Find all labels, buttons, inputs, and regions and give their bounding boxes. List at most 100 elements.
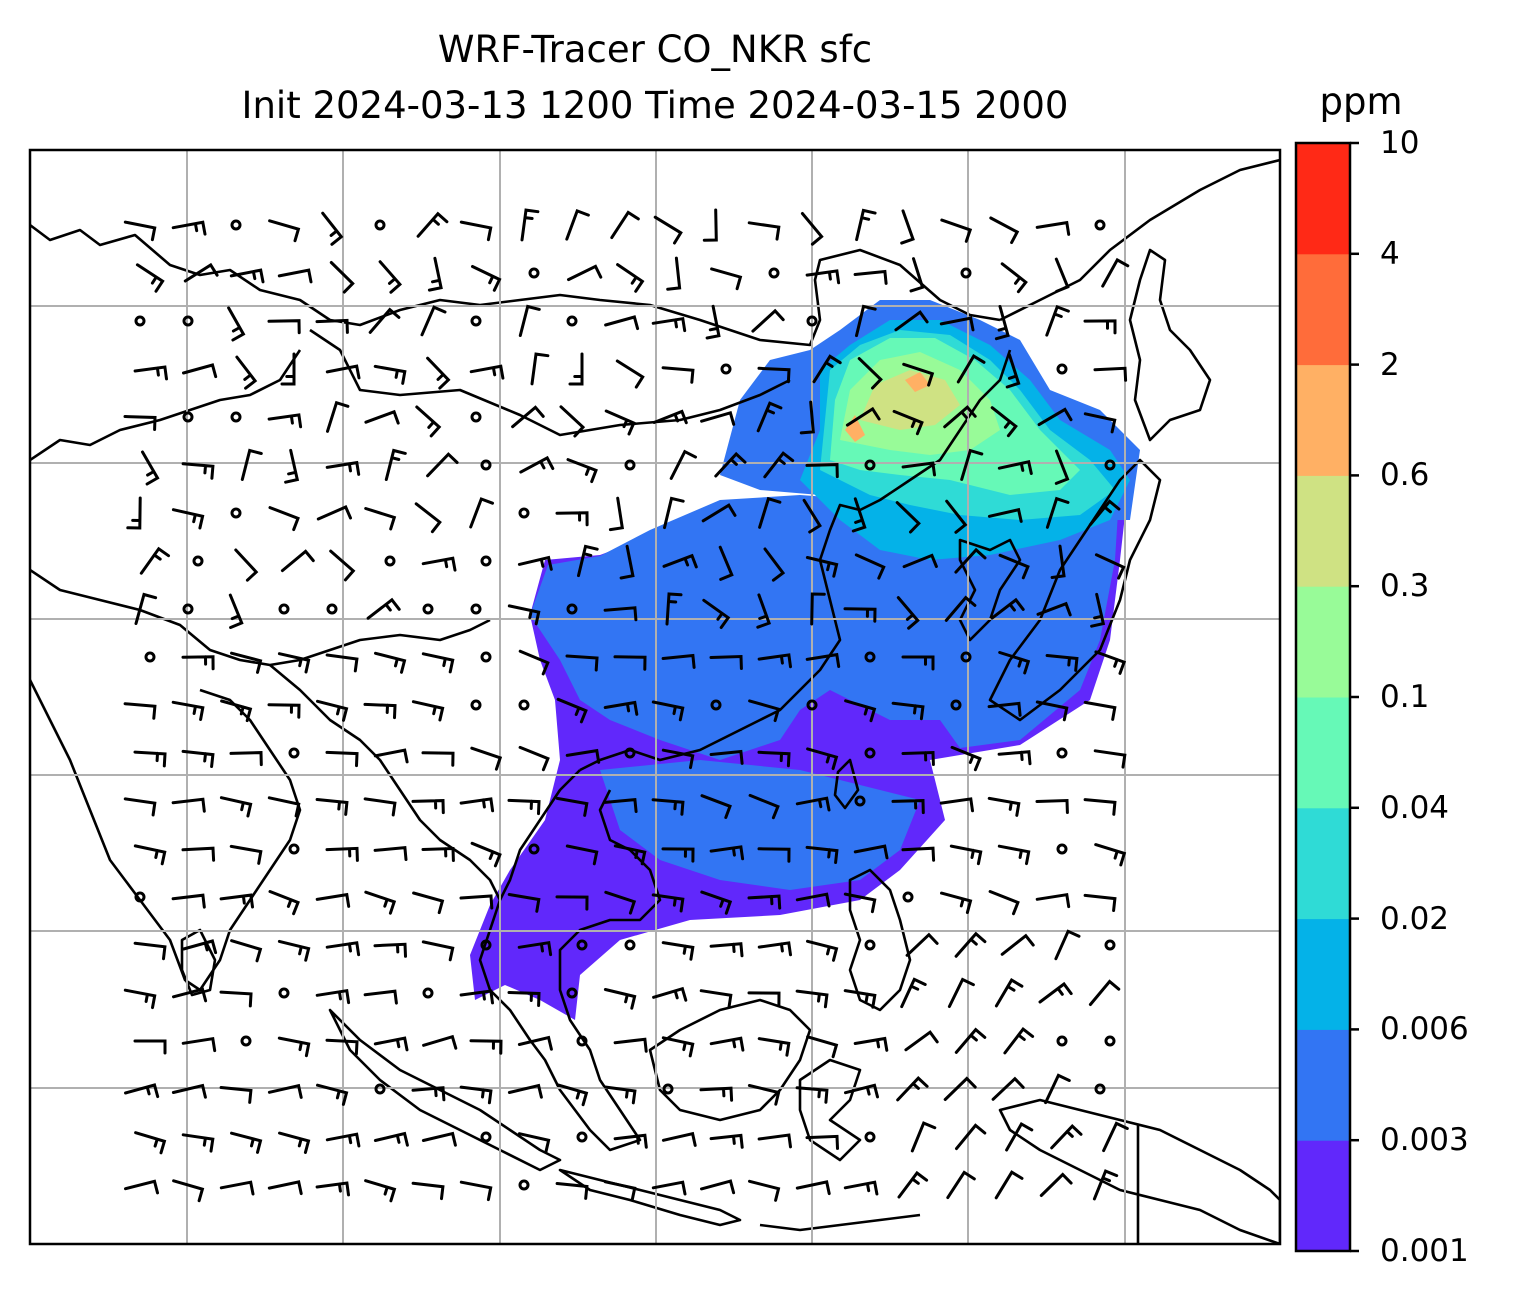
wind-barb [459, 894, 494, 910]
wind-barb [568, 352, 584, 386]
wind-barb [955, 1123, 987, 1151]
wind-barb [182, 939, 218, 955]
wind-barb [843, 1180, 879, 1196]
wind-barb [420, 305, 447, 337]
calm-marker [1056, 747, 1068, 759]
colorbar-segment [1296, 697, 1350, 809]
calm-marker [576, 1035, 588, 1047]
wind-barb [615, 359, 645, 389]
wind-barb [426, 452, 459, 478]
wind-barb [1093, 749, 1127, 769]
wind-barb [373, 1131, 409, 1147]
wind-barb [1035, 798, 1069, 814]
wind-barb [947, 977, 975, 1008]
wind-barb [610, 210, 640, 240]
wind-barb [705, 304, 721, 340]
wind-barb [470, 746, 503, 771]
calm-marker [624, 747, 636, 759]
wind-barb [604, 409, 636, 436]
calm-marker [384, 555, 396, 567]
colorbar-tick-label: 4 [1380, 235, 1400, 272]
wind-barb [806, 1035, 839, 1059]
wind-barb [757, 750, 791, 768]
japan-main [988, 458, 1162, 722]
wind-barb [901, 461, 936, 477]
wind-barb [511, 405, 545, 429]
calm-marker [470, 411, 482, 423]
wind-barb [757, 653, 792, 669]
wind-barb [709, 942, 744, 958]
wind-barb [710, 267, 743, 291]
wind-barb [987, 796, 1021, 817]
wind-barb [230, 939, 263, 963]
calm-marker [480, 459, 492, 471]
wind-barb [945, 499, 968, 534]
wind-barb [894, 310, 929, 332]
wind-barb [577, 544, 599, 578]
wind-barb [1083, 319, 1117, 335]
wind-barb [891, 701, 925, 721]
tracer-level-0003-b [600, 760, 920, 890]
wind-barb [267, 703, 301, 719]
wind-barb [124, 1083, 160, 1099]
wind-barb [989, 216, 1020, 245]
colorbar-tick-label: 0.003 [1380, 1122, 1469, 1159]
wind-barb [373, 942, 407, 958]
wind-barb [559, 405, 586, 438]
wind-barb [795, 1180, 831, 1196]
wind-barb [854, 553, 886, 580]
wind-barb [904, 1030, 939, 1052]
wind-barb [421, 751, 455, 767]
wind-barb [998, 651, 1031, 675]
wind-barb [518, 649, 550, 676]
wind-barb [556, 697, 588, 724]
wind-barb [459, 989, 494, 1005]
wind-barb [171, 508, 205, 530]
wind-barb [900, 977, 927, 1009]
wind-barb [653, 215, 683, 245]
wind-barb [373, 748, 409, 764]
wind-barb [240, 448, 263, 481]
wind-barb [802, 498, 822, 534]
wind-barb [123, 220, 157, 242]
calm-marker [662, 1083, 674, 1095]
wind-barb [1045, 496, 1070, 529]
wind-barb [133, 941, 167, 961]
wind-barb [608, 496, 625, 532]
wind-barb [757, 366, 791, 384]
wind-barb [363, 989, 398, 1005]
wind-barb [416, 211, 449, 238]
wind-barb [123, 702, 157, 720]
wind-barb [795, 1086, 829, 1104]
wind-barb [412, 891, 445, 915]
wind-barb [363, 702, 397, 720]
wind-barb [411, 799, 445, 815]
wind-barb [219, 990, 253, 1008]
wind-barb [661, 941, 695, 961]
calm-marker [134, 891, 146, 903]
wind-barb [181, 749, 215, 768]
wind-barb [603, 606, 638, 622]
wind-barb [133, 844, 167, 866]
wind-barb [1005, 1121, 1034, 1152]
colorbar-segment [1296, 364, 1350, 476]
wind-barb [520, 208, 540, 242]
wind-barb [1045, 654, 1079, 672]
chart-title: WRF-Tracer CO_NKR sfc [437, 28, 873, 71]
colorbar-tick-label: 10 [1380, 125, 1420, 161]
wind-barb [315, 892, 351, 908]
wind-barb [666, 256, 682, 291]
calm-marker [192, 555, 204, 567]
calm-marker [480, 651, 492, 663]
wind-barb [1035, 220, 1071, 236]
wind-barb [181, 1036, 217, 1053]
wind-barb [613, 1037, 648, 1053]
wind-barb [325, 941, 361, 957]
wind-barb [373, 364, 407, 385]
wind-barb [133, 750, 167, 768]
wind-barb [853, 1036, 889, 1052]
wind-barb [507, 798, 541, 816]
wind-barb [555, 1182, 589, 1200]
co-tracer-field [470, 300, 1140, 1020]
